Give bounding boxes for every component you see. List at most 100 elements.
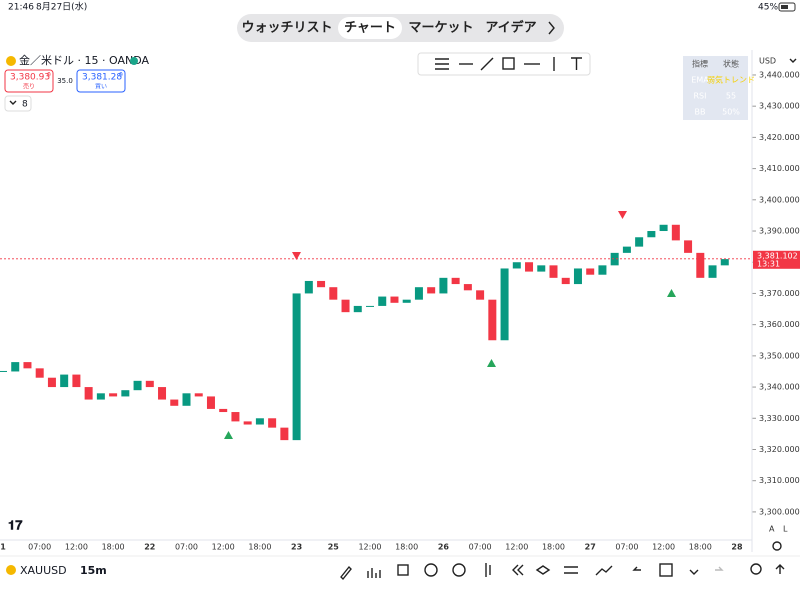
y-tick-label: 3,370.000 [759, 289, 800, 298]
candle [696, 252, 705, 278]
symbol-title: 金／米ドル · 15 · OANDA [19, 54, 149, 67]
tool-crosshair[interactable] [689, 569, 699, 575]
candle [366, 305, 374, 307]
candle [170, 399, 179, 406]
tool-layouts[interactable] [397, 564, 409, 576]
candle [219, 408, 228, 413]
tool-alert[interactable] [452, 563, 466, 577]
tab[interactable]: ウォッチリスト [241, 21, 332, 36]
sell-signal [618, 211, 627, 219]
x-tick-label: 18:00 [689, 543, 712, 552]
x-tick-label: 07:00 [469, 543, 492, 552]
candle [390, 296, 399, 303]
x-tick-label: 12:00 [652, 543, 675, 552]
x-tick-label: 07:00 [175, 543, 198, 552]
tab[interactable]: チャート [344, 21, 396, 36]
drawing-toolbar [417, 52, 591, 76]
table-cell: RSI [694, 92, 707, 101]
x-tick-label: 18:00 [248, 543, 271, 552]
candle [0, 370, 7, 372]
sell-button[interactable] [4, 69, 54, 93]
candle [292, 293, 301, 441]
tool-undo[interactable] [632, 566, 641, 571]
tab-next[interactable] [548, 21, 555, 35]
candle [586, 268, 595, 275]
battery-level [781, 5, 788, 9]
y-tick-label: 3,360.000 [759, 320, 800, 329]
tool-indicators[interactable] [367, 568, 381, 578]
tool-settings[interactable] [564, 566, 578, 574]
last-price-tag [753, 250, 800, 269]
candle [708, 265, 717, 278]
candle [720, 259, 729, 266]
x-tick-label: 1 [0, 543, 6, 552]
x-tick-label: 12:00 [505, 543, 528, 552]
candle [182, 393, 191, 406]
table-header: 指標 [692, 59, 708, 69]
tool-share[interactable] [775, 564, 785, 574]
candle [11, 362, 20, 372]
table-cell: 55 [726, 92, 736, 101]
tool-rect[interactable] [502, 57, 515, 70]
candle [659, 224, 668, 232]
tool-replay[interactable] [512, 564, 524, 576]
auto-scale[interactable]: A [769, 525, 775, 534]
candle [231, 412, 240, 422]
tool-hlines[interactable] [435, 58, 449, 70]
candle [84, 387, 93, 400]
tab[interactable]: マーケット [408, 21, 473, 36]
y-tick-label: 3,320.000 [759, 445, 800, 454]
candle [243, 421, 252, 425]
candle [341, 299, 350, 313]
footer-symbol[interactable]: XAUUSD [20, 564, 67, 577]
tool-bars[interactable] [485, 563, 491, 577]
tool-account[interactable] [750, 563, 762, 575]
candle [378, 296, 387, 306]
symbol-icon [6, 56, 16, 66]
candle [72, 374, 81, 388]
tool-redo[interactable] [715, 566, 724, 571]
candle [500, 268, 509, 341]
x-tick-label: 07:00 [615, 543, 638, 552]
currency: USD [759, 57, 776, 66]
indicator-toggle[interactable] [4, 95, 32, 112]
candle [414, 287, 423, 300]
y-tick-label: 3,430.000 [759, 102, 800, 111]
log-scale[interactable]: L [783, 525, 788, 534]
tv-logo: 𝟏𝟕 [8, 519, 23, 534]
tool-compare[interactable] [595, 565, 613, 576]
tab[interactable]: アイデア [485, 20, 536, 36]
buy-label: 買い [95, 84, 107, 91]
tool-trendline[interactable] [480, 57, 494, 71]
candle [60, 374, 69, 388]
candle [353, 305, 362, 313]
buy-button[interactable] [76, 69, 126, 93]
y-tick-label: 3,340.000 [759, 383, 800, 392]
x-tick-label: 26 [438, 543, 450, 552]
candle [194, 393, 203, 397]
tool-text[interactable] [571, 57, 582, 70]
candle [463, 284, 472, 291]
buy-price: 3,381.28 [82, 73, 122, 83]
indicator-table [683, 56, 748, 120]
tool-fullscreen[interactable] [659, 563, 673, 577]
candle [684, 240, 693, 253]
tool-objects[interactable] [535, 565, 551, 575]
x-tick-label: 18:00 [102, 543, 125, 552]
y-tick-label: 3,440.000 [759, 70, 800, 79]
x-tick-label: 12:00 [65, 543, 88, 552]
candle [451, 277, 460, 285]
settings[interactable] [772, 541, 782, 551]
active-tab-bg [338, 17, 402, 39]
candle [598, 265, 607, 275]
footer-interval[interactable]: 15m [80, 564, 107, 577]
candle [280, 427, 289, 441]
last-price-label: 3,381.102 [757, 251, 798, 260]
x-tick-label: 22 [144, 543, 155, 552]
currency-menu[interactable] [789, 58, 797, 63]
x-tick-label: 07:00 [28, 543, 51, 552]
tool-add[interactable] [424, 563, 438, 577]
y-tick-label: 3,390.000 [759, 227, 800, 236]
battery-icon [778, 2, 796, 12]
tool-draw[interactable] [340, 565, 352, 581]
